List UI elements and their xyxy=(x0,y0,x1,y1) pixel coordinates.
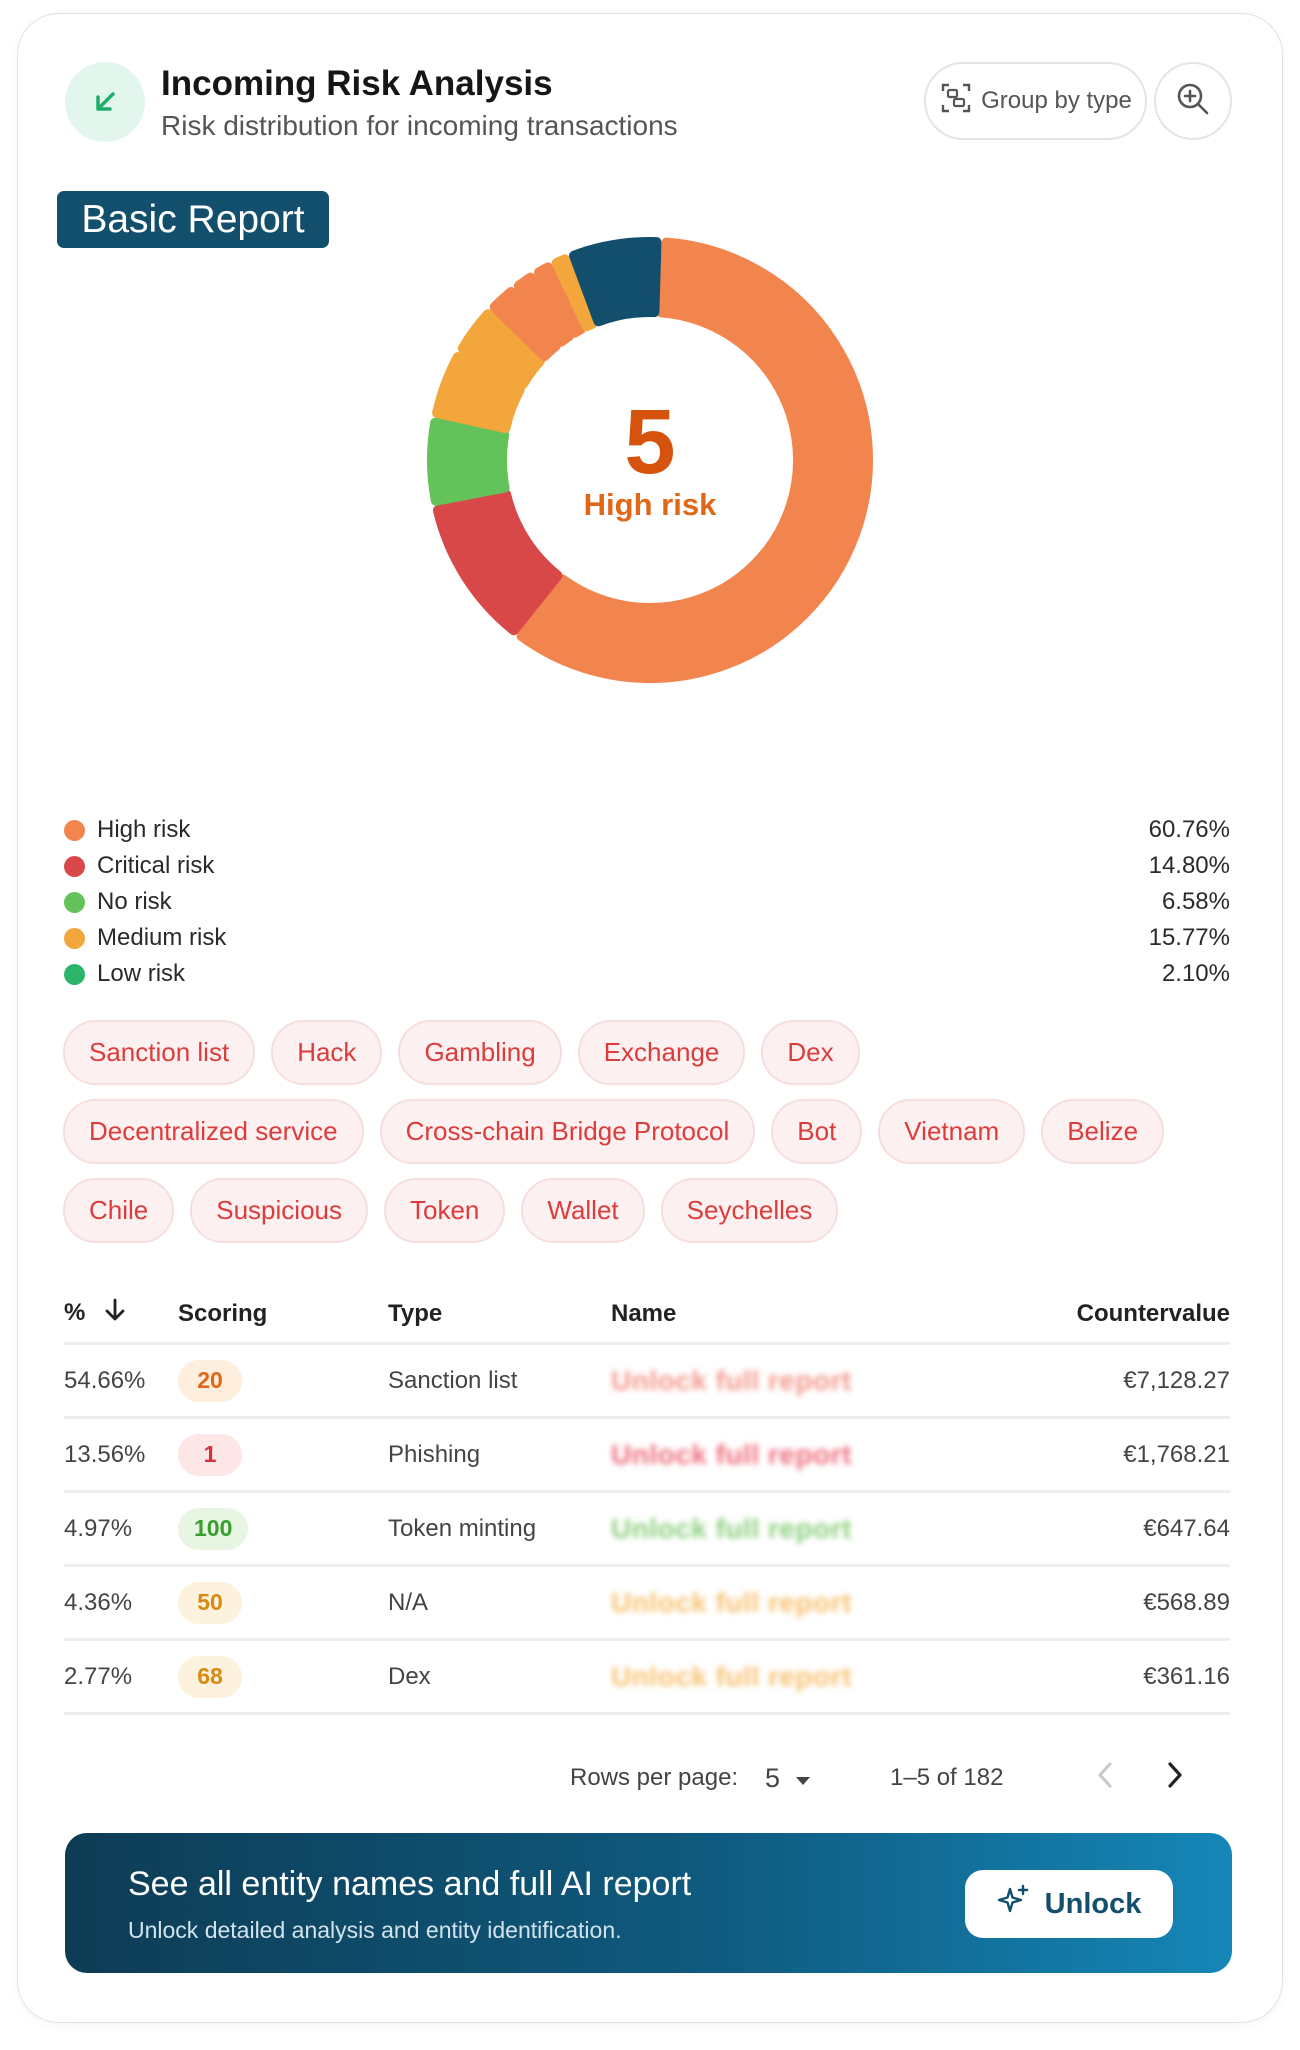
zoom-in-icon xyxy=(1175,81,1211,122)
sparkle-icon xyxy=(997,1883,1031,1925)
legend-item: No risk 6.58% xyxy=(64,884,1230,920)
donut-center-value: 5 xyxy=(624,391,676,493)
risk-legend: High risk 60.76% Critical risk 14.80% No r… xyxy=(64,812,1230,992)
caret-down-icon xyxy=(794,1763,812,1794)
group-icon xyxy=(939,81,973,122)
donut-segment[interactable] xyxy=(513,272,574,347)
legend-dot xyxy=(64,819,85,841)
basic-report-badge: Basic Report xyxy=(57,191,329,248)
chevron-right-icon xyxy=(1168,1761,1182,1788)
rows-per-page-label: Rows per page: xyxy=(570,1764,739,1791)
donut-center-label: High risk xyxy=(583,487,717,522)
banner-subtitle: Unlock detailed analysis and entity iden… xyxy=(128,1917,622,1943)
score-badge: 1 xyxy=(178,1433,242,1476)
locked-entity-name[interactable]: Unlock full report xyxy=(611,1660,852,1692)
score-badge: 68 xyxy=(178,1655,242,1698)
tag-gambling[interactable]: Gambling xyxy=(398,1020,562,1085)
group-by-label: Group by type xyxy=(981,87,1132,114)
risk-table: % Scoring Type Name Countervalue 54.66% … xyxy=(64,1285,1230,1715)
card-subtitle: Risk distribution for incoming transacti… xyxy=(161,110,678,141)
table-pagination: Rows per page: 5 1–5 of 182 xyxy=(570,1755,1210,1801)
locked-entity-name[interactable]: Unlock full report xyxy=(611,1586,852,1618)
table-row[interactable]: 13.56% 1 Phishing Unlock full report €1,… xyxy=(64,1419,1230,1493)
table-row[interactable]: 4.36% 50 N/A Unlock full report €568.89 xyxy=(64,1567,1230,1641)
legend-item: Low risk 2.10% xyxy=(64,956,1230,992)
rows-per-page-select[interactable]: 5 xyxy=(765,1763,890,1794)
tag-dex[interactable]: Dex xyxy=(761,1020,860,1085)
donut-segment[interactable] xyxy=(432,489,563,636)
column-header-name[interactable]: Name xyxy=(611,1299,677,1327)
risk-donut-chart xyxy=(427,237,873,683)
category-tags: Sanction list Hack Gambling Exchange Dex… xyxy=(63,1020,1173,1243)
legend-dot xyxy=(64,927,85,949)
table-row[interactable]: 2.77% 68 Dex Unlock full report €361.16 xyxy=(64,1641,1230,1715)
table-row[interactable]: 54.66% 20 Sanction list Unlock full repo… xyxy=(64,1345,1230,1419)
tag-sanction-list[interactable]: Sanction list xyxy=(63,1020,256,1085)
tag-token[interactable]: Token xyxy=(383,1178,506,1243)
donut-segment[interactable] xyxy=(516,237,873,683)
arrow-down-left-icon xyxy=(65,62,145,142)
tag-chile[interactable]: Chile xyxy=(63,1178,175,1243)
card-title: Incoming Risk Analysis xyxy=(161,64,553,103)
tag-decentralized-service[interactable]: Decentralized service xyxy=(63,1099,364,1164)
score-badge: 20 xyxy=(178,1359,242,1402)
column-header-type[interactable]: Type xyxy=(388,1299,443,1327)
tag-cross-chain-bridge[interactable]: Cross-chain Bridge Protocol xyxy=(379,1099,756,1164)
group-by-type-button[interactable]: Group by type xyxy=(924,62,1147,140)
donut-segment[interactable] xyxy=(427,417,510,506)
previous-page-button[interactable] xyxy=(1065,1759,1145,1798)
donut-segment[interactable] xyxy=(432,351,525,434)
legend-dot xyxy=(64,855,85,877)
tag-bot[interactable]: Bot xyxy=(771,1099,863,1164)
upgrade-banner: See all entity names and full AI report … xyxy=(65,1833,1232,1973)
tag-exchange[interactable]: Exchange xyxy=(577,1020,746,1085)
banner-title: See all entity names and full AI report xyxy=(128,1865,692,1903)
tag-belize[interactable]: Belize xyxy=(1041,1099,1165,1164)
page-range: 1–5 of 182 xyxy=(890,1764,1004,1791)
locked-entity-name[interactable]: Unlock full report xyxy=(611,1364,852,1396)
chevron-left-icon xyxy=(1098,1762,1112,1787)
legend-item: High risk 60.76% xyxy=(64,812,1230,848)
locked-entity-name[interactable]: Unlock full report xyxy=(611,1512,852,1544)
arrow-down-icon xyxy=(104,1297,126,1330)
tag-vietnam[interactable]: Vietnam xyxy=(878,1099,1026,1164)
column-header-scoring[interactable]: Scoring xyxy=(178,1299,268,1327)
donut-segment[interactable] xyxy=(533,262,586,338)
column-header-countervalue[interactable]: Countervalue xyxy=(1076,1299,1230,1327)
table-row[interactable]: 4.97% 100 Token minting Unlock full repo… xyxy=(64,1493,1230,1567)
tag-suspicious[interactable]: Suspicious xyxy=(190,1178,368,1243)
donut-segment[interactable] xyxy=(489,286,561,362)
donut-segment[interactable] xyxy=(569,237,662,327)
tag-seychelles[interactable]: Seychelles xyxy=(660,1178,839,1243)
tag-hack[interactable]: Hack xyxy=(271,1020,383,1085)
unlock-button[interactable]: Unlock xyxy=(965,1870,1173,1938)
tag-wallet[interactable]: Wallet xyxy=(521,1178,645,1243)
score-badge: 50 xyxy=(178,1581,242,1624)
legend-item: Medium risk 15.77% xyxy=(64,920,1230,956)
next-page-button[interactable] xyxy=(1145,1759,1205,1798)
donut-segment[interactable] xyxy=(551,254,598,332)
zoom-in-button[interactable] xyxy=(1154,62,1232,140)
table-header: % Scoring Type Name Countervalue xyxy=(64,1285,1230,1345)
donut-segment[interactable] xyxy=(457,309,545,390)
unlock-label: Unlock xyxy=(1044,1887,1142,1920)
legend-item: Critical risk 14.80% xyxy=(64,848,1230,884)
locked-entity-name[interactable]: Unlock full report xyxy=(611,1438,852,1470)
score-badge: 100 xyxy=(178,1507,249,1550)
column-header-pct[interactable]: % xyxy=(64,1297,178,1330)
legend-dot xyxy=(64,963,85,985)
legend-dot xyxy=(64,891,85,913)
